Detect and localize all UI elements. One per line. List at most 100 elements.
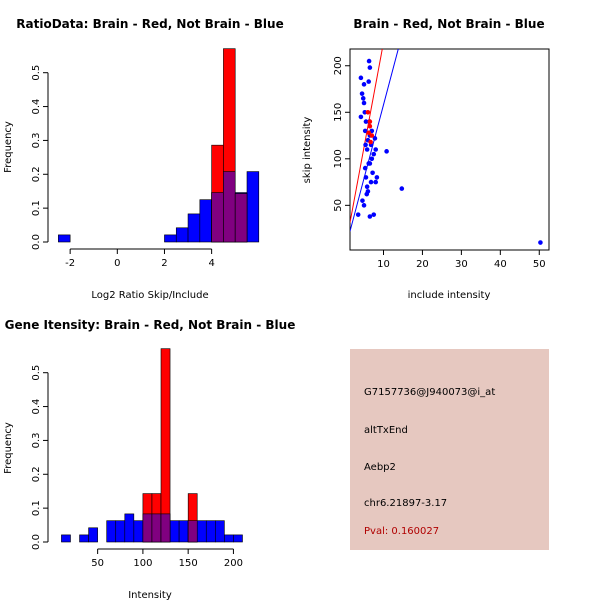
- ratio-xlabel: Log2 Ratio Skip/Include: [91, 290, 208, 301]
- intensity-bar-blue: [61, 534, 71, 543]
- ratio-bar-overlap: [211, 192, 224, 243]
- scatter-point-blue: [366, 161, 371, 166]
- scatter-point-blue: [361, 203, 367, 208]
- intensity-y-tick-label: 0.4: [31, 399, 42, 415]
- scatter-y-tick-label: 200: [333, 56, 344, 75]
- scatter-point-blue: [367, 214, 373, 219]
- intensity-bar-blue: [124, 513, 135, 543]
- ratio-x-tick-label: 4: [208, 258, 214, 269]
- scatter-point-blue: [359, 91, 365, 96]
- ratio-y-tick-label: 0.0: [31, 234, 42, 250]
- intensity-bar-overlap: [187, 520, 198, 543]
- intensity-xlabel: Intensity: [128, 590, 172, 600]
- ratio-bar-blue: [164, 234, 177, 243]
- intensity-bar-red: [160, 348, 171, 543]
- scatter-title: Brain - Red, Not Brain - Blue: [353, 17, 544, 31]
- intensity-histogram: Gene Itensity: Brain - Red, Not Brain - …: [3, 318, 295, 600]
- intensity-bar-overlap: [142, 513, 153, 543]
- intensity-bar-blue: [88, 527, 98, 543]
- intensity-bar-blue: [169, 520, 180, 543]
- scatter-point-blue: [538, 240, 543, 245]
- ratio-y-tick-label: 0.1: [31, 200, 42, 216]
- scatter-point-red: [365, 109, 371, 115]
- intensity-x-tick-label: 150: [179, 558, 198, 569]
- event-type: altTxEnd: [364, 425, 408, 436]
- scatter-point-blue: [371, 151, 377, 157]
- scatter-point-blue: [363, 175, 369, 180]
- ratio-bar-overlap: [234, 193, 248, 243]
- ratio-bar-blue: [187, 213, 201, 243]
- scatter-point-blue: [363, 119, 369, 124]
- scatter-x-tick-label: 30: [455, 259, 468, 270]
- scatter-plot-box: [349, 48, 550, 251]
- scatter-point-blue: [366, 79, 371, 84]
- ratio-y-tick-label: 0.3: [31, 132, 42, 148]
- scatter-point-blue: [360, 198, 365, 203]
- scatter-point-blue: [399, 186, 405, 191]
- ratio-x-tick-label: 2: [161, 258, 167, 269]
- ratio-y-tick-label: 0.5: [31, 65, 42, 81]
- scatter-x-tick-label: 20: [416, 259, 429, 270]
- ratio-title: RatioData: Brain - Red, Not Brain - Blue: [16, 17, 283, 31]
- scatter-point-red: [366, 130, 371, 136]
- scatter-point-blue: [362, 128, 368, 134]
- scatter-fit-line-red: [350, 49, 383, 223]
- scatter-x-tick-label: 10: [377, 259, 390, 270]
- scatter-point-blue: [360, 96, 366, 101]
- scatter-point-blue: [373, 147, 379, 152]
- scatter-point-blue: [369, 156, 375, 162]
- scatter-point-blue: [366, 58, 372, 64]
- scatter-point-red: [367, 119, 373, 124]
- ratio-x-tick-label: 0: [114, 258, 120, 269]
- scatter-point-blue: [374, 175, 380, 180]
- probe-info-panel: G7157736@J940073@i_at altTxEnd Aebp2 chr…: [350, 349, 549, 550]
- scatter-point-blue: [372, 136, 378, 141]
- scatter-point-red: [369, 133, 375, 138]
- scatter-point-blue: [361, 100, 367, 106]
- scatter-point-blue: [364, 184, 370, 190]
- scatter-point-blue: [358, 75, 364, 81]
- probe-id: G7157736@J940073@i_at: [364, 387, 496, 398]
- scatter-point-red: [367, 123, 373, 129]
- ratio-bar-blue: [58, 234, 71, 243]
- ratio-bar-overlap: [223, 171, 236, 243]
- scatter-x-tick-label: 50: [533, 259, 546, 270]
- ratio-y-tick-label: 0.2: [31, 166, 42, 182]
- scatter-y-tick-label: 50: [333, 199, 344, 212]
- intensity-bar-blue: [106, 520, 117, 543]
- ratio-bar-blue: [246, 171, 260, 243]
- ratio-y-tick-label: 0.4: [31, 99, 42, 115]
- ratio-histogram: RatioData: Brain - Red, Not Brain - Blue…: [3, 17, 284, 301]
- intensity-bar-blue: [224, 534, 234, 543]
- scatter-point-blue: [361, 82, 367, 87]
- intensity-bar-blue: [178, 520, 189, 543]
- scatter-point-blue: [368, 179, 374, 185]
- intensity-y-tick-label: 0.2: [31, 466, 42, 482]
- intensity-y-tick-label: 0.3: [31, 432, 42, 448]
- scatter-point-blue: [384, 149, 389, 154]
- intensity-ylabel: Frequency: [3, 422, 14, 474]
- intensity-bar-blue: [79, 534, 89, 543]
- intensity-bar-blue: [115, 520, 126, 543]
- scatter-point-blue: [367, 65, 373, 70]
- intensity-x-tick-label: 50: [91, 558, 104, 569]
- ratio-bar-blue: [199, 199, 212, 243]
- scatter-point-blue: [371, 212, 377, 217]
- ratio-bar-blue: [175, 227, 189, 243]
- intensity-bar-blue: [133, 520, 144, 543]
- scatter-point-blue: [362, 165, 368, 171]
- intensity-scatter: Brain - Red, Not Brain - Blue include in…: [302, 17, 550, 301]
- scatter-xlabel: include intensity: [408, 290, 491, 301]
- intensity-bar-blue: [196, 520, 207, 543]
- intensity-y-tick-label: 0.1: [31, 500, 42, 516]
- intensity-bar-overlap: [151, 513, 162, 543]
- intensity-x-tick-label: 100: [133, 558, 152, 569]
- scatter-point-red: [368, 139, 373, 145]
- scatter-point-blue: [364, 147, 370, 152]
- scatter-fit-line-blue: [350, 49, 399, 232]
- intensity-bar-blue: [205, 520, 216, 543]
- intensity-x-tick-label: 200: [224, 558, 243, 569]
- intensity-title: Gene Itensity: Brain - Red, Not Brain - …: [5, 318, 296, 332]
- scatter-point-blue: [358, 114, 364, 120]
